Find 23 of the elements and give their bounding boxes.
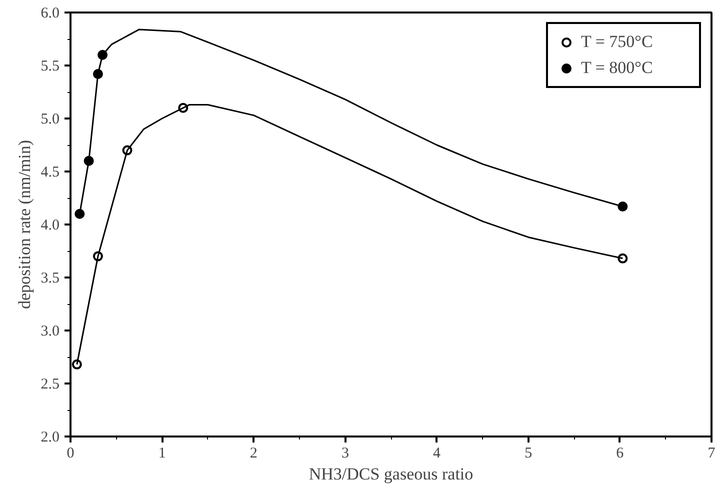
x-tick-label: 0 [66,446,74,462]
point [74,208,85,219]
y-tick-label: 6.0 [40,6,60,22]
x-axis-title: NH3/DCS gaseous ratio [308,464,474,484]
legend-label: T = 800°C [581,58,654,78]
y-tick-label: 5.0 [40,112,60,128]
y-axis-title: deposition rate (nm/min) [14,140,34,310]
legend-label: T = 750°C [581,32,654,52]
x-tick-label: 1 [158,446,166,462]
x-tick-label: 2 [250,446,258,462]
y-tick-label: 3.5 [40,270,60,286]
x-tick-label: 5 [524,446,532,462]
y-tick-label: 4.5 [40,164,60,180]
x-tick-label: 6 [616,446,624,462]
y-tick-label: 5.5 [40,58,60,74]
x-tick-label: 3 [341,446,349,462]
y-tick-label: 3.0 [40,324,60,340]
y-tick-label: 2.5 [40,376,60,392]
y-tick-label: 4.0 [40,218,60,234]
point [618,201,628,212]
y-tick-label: 2.0 [40,430,60,446]
x-tick-label: 7 [708,446,716,462]
x-tick-label: 4 [433,446,442,462]
